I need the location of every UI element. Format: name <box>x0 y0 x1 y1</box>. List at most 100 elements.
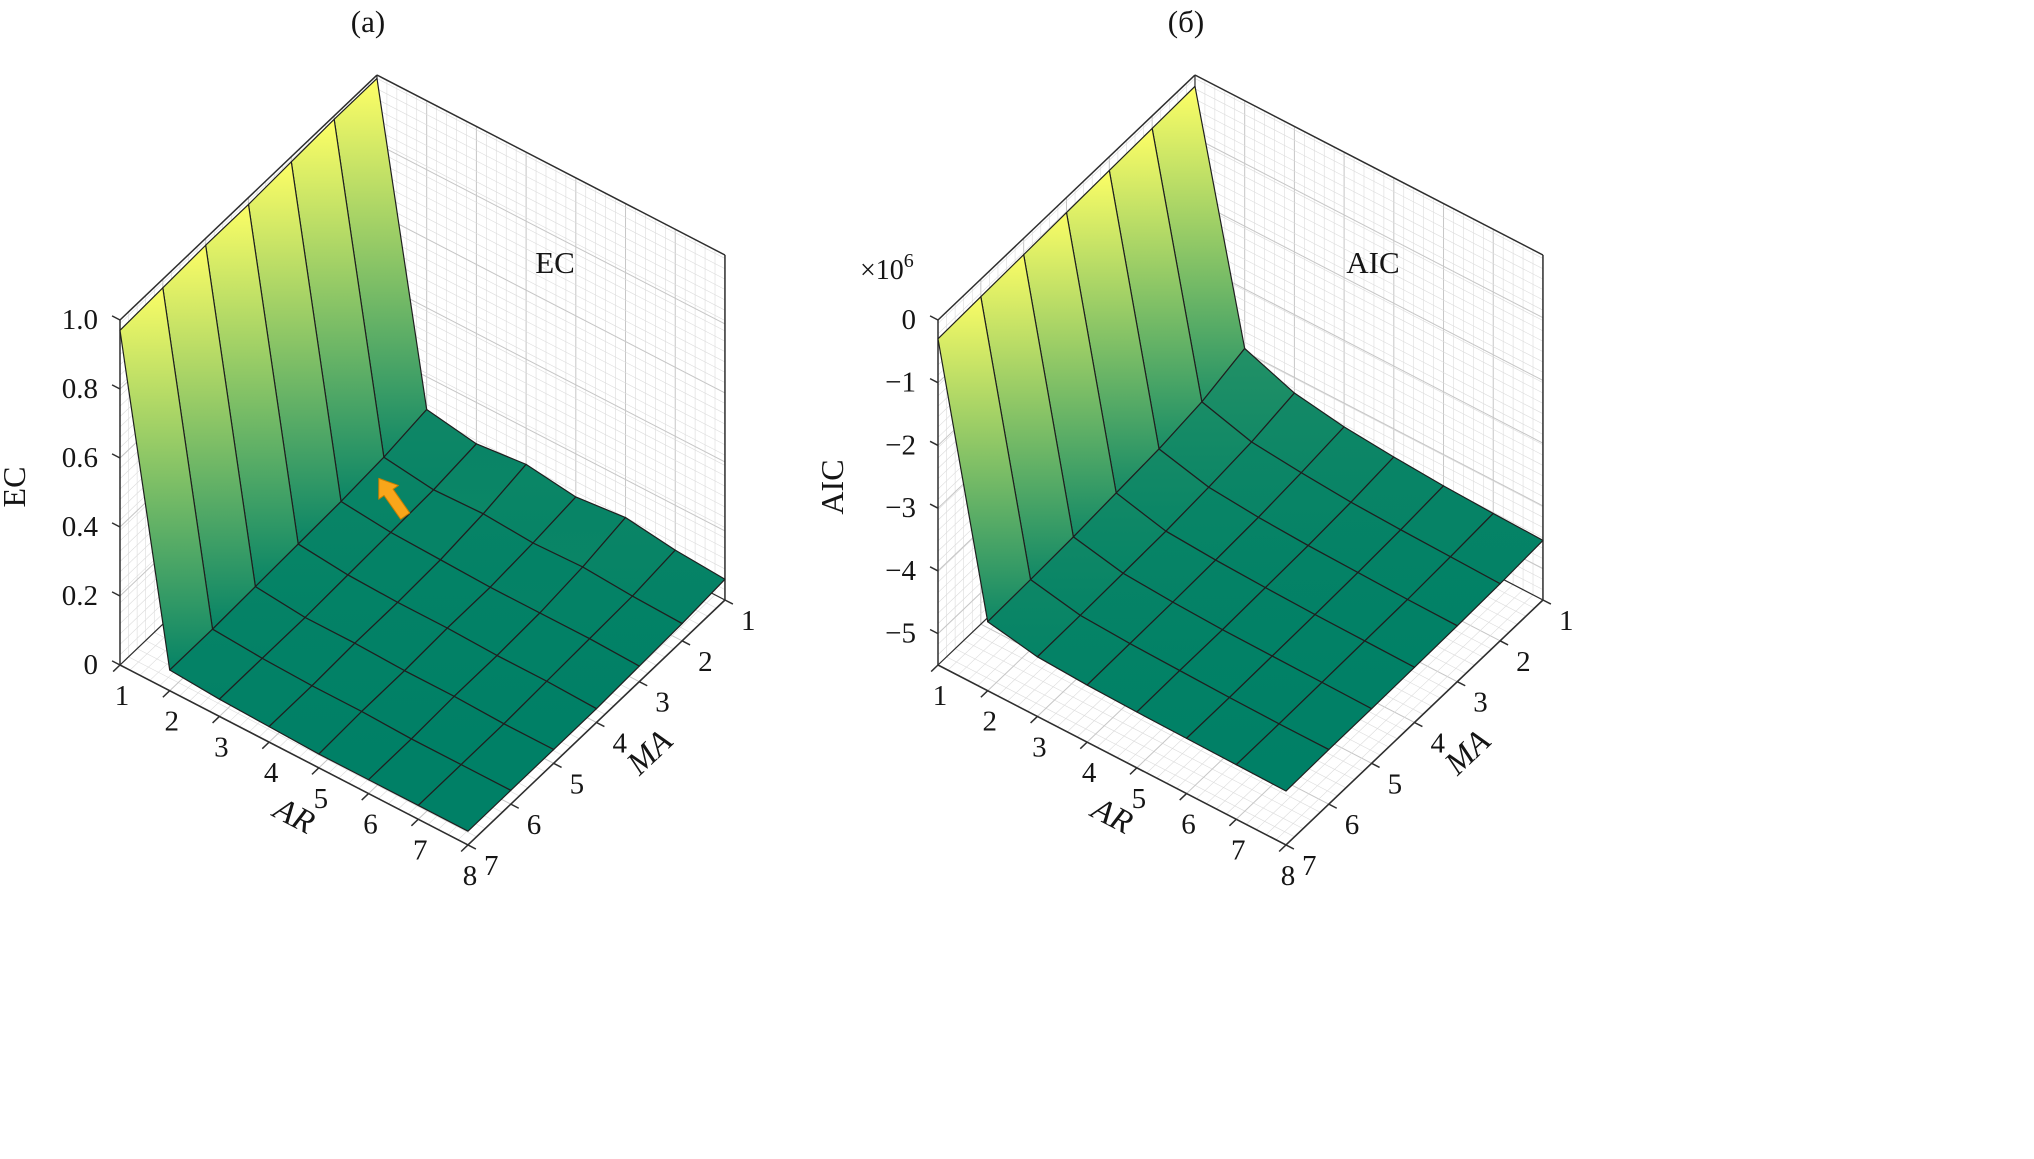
z-tick-label: 0.8 <box>62 373 98 405</box>
x-tick-mark <box>980 690 989 698</box>
y-tick-label: 2 <box>698 646 713 678</box>
z-tick-mark <box>111 660 121 666</box>
grid-line <box>1194 223 1544 404</box>
x-tick-mark <box>410 818 419 827</box>
x-tick-mark <box>212 715 220 724</box>
grid-line <box>376 192 726 373</box>
x-tick-label: 2 <box>982 706 997 738</box>
grid-line <box>376 202 726 383</box>
grid-line <box>376 347 726 528</box>
grid-line <box>376 254 726 435</box>
x-tick-mark <box>361 793 370 801</box>
panel-a-title: (а) <box>350 4 386 39</box>
z-tick-mark <box>111 591 121 597</box>
x-tick-mark <box>1228 818 1237 827</box>
grid-line <box>128 656 477 838</box>
grid-line <box>1275 594 1534 841</box>
surface-mesh <box>937 85 1544 792</box>
grid-line <box>376 368 726 549</box>
grid-line <box>972 632 1321 813</box>
y-axis-label: MA <box>620 723 681 783</box>
z-tick-mark <box>111 453 121 459</box>
z-tick-label: 0.6 <box>62 442 98 474</box>
z-tick-label: 1.0 <box>62 304 98 336</box>
grid-line <box>1194 254 1544 435</box>
y-tick-mark <box>1371 762 1380 769</box>
z-tick-label: −3 <box>885 492 916 524</box>
grid-line <box>1194 262 1544 444</box>
z-axis-label: EC <box>0 467 32 508</box>
x-tick-mark <box>1278 844 1287 853</box>
x-tick-mark <box>460 844 469 853</box>
grid-line <box>376 78 726 259</box>
grid-line <box>1194 88 1544 270</box>
grid-line <box>1194 150 1544 332</box>
z-tick-label: −4 <box>885 555 916 587</box>
x-tick-mark <box>1030 715 1038 724</box>
y-tick-mark <box>1414 721 1423 728</box>
x-tick-label: 4 <box>264 757 279 789</box>
grid-line <box>376 285 726 466</box>
x-axis-edge <box>937 664 1287 846</box>
y-tick-mark <box>1456 680 1466 687</box>
y-tick-label: 4 <box>1430 727 1445 759</box>
grid-line <box>376 181 726 363</box>
grid-line <box>376 326 726 508</box>
y-axis-label: MA <box>1438 723 1499 783</box>
inplot-criterion-label: AIC <box>1346 245 1399 280</box>
x-tick-label: 6 <box>363 809 378 841</box>
z-axis-label: AIC <box>814 459 850 514</box>
z-tick-mark <box>929 503 939 509</box>
z-tick-mark <box>929 440 939 447</box>
y-tick-label: 1 <box>1559 605 1574 637</box>
grid-line <box>376 305 726 487</box>
grid-line <box>376 171 726 352</box>
grid-line <box>376 98 726 280</box>
grid-line <box>1194 233 1544 414</box>
grid-line <box>1194 181 1544 363</box>
z-tick-mark <box>929 315 939 321</box>
x-tick-mark <box>1129 767 1138 775</box>
box-edge <box>376 74 726 256</box>
y-tick-label: 3 <box>655 687 670 719</box>
y-tick-mark <box>1328 803 1338 809</box>
x-tick-mark <box>1079 741 1088 750</box>
grid-line <box>1194 140 1544 321</box>
surface-mesh <box>119 77 726 832</box>
x-axis-label: AR <box>266 790 320 841</box>
z-tick-label: 0 <box>902 304 917 336</box>
y-tick-label: 5 <box>570 768 585 800</box>
grid-line <box>954 648 1304 829</box>
grid-line <box>376 129 726 311</box>
x-tick-label: 4 <box>1082 757 1097 789</box>
arrow-icon <box>378 477 411 520</box>
grid-line <box>376 350 726 532</box>
z-tick-mark <box>929 377 939 384</box>
z-tick-mark <box>929 628 939 635</box>
grid-line <box>376 140 726 321</box>
x-tick-label: 6 <box>1181 809 1196 841</box>
grid-line <box>376 274 726 456</box>
y-tick-mark <box>638 680 648 687</box>
z-tick-mark <box>111 315 121 321</box>
y-tick-label: 4 <box>612 727 627 759</box>
y-tick-mark <box>510 803 520 809</box>
grid-line <box>1194 305 1544 487</box>
x-tick-label: 5 <box>1132 783 1147 815</box>
grid-line <box>376 357 726 539</box>
z-tick-label: 0 <box>84 649 99 681</box>
y-tick-label: 7 <box>484 850 499 882</box>
grid-line <box>1255 584 1514 830</box>
grid-line <box>946 656 1295 838</box>
y-tick-mark <box>467 844 477 850</box>
x-tick-mark <box>930 664 939 673</box>
grid-line <box>376 336 726 518</box>
y-tick-mark <box>1542 599 1552 605</box>
grid-line <box>376 88 726 270</box>
inplot-criterion-label: EC <box>535 245 575 280</box>
z-tick-label: 0.2 <box>62 580 98 612</box>
